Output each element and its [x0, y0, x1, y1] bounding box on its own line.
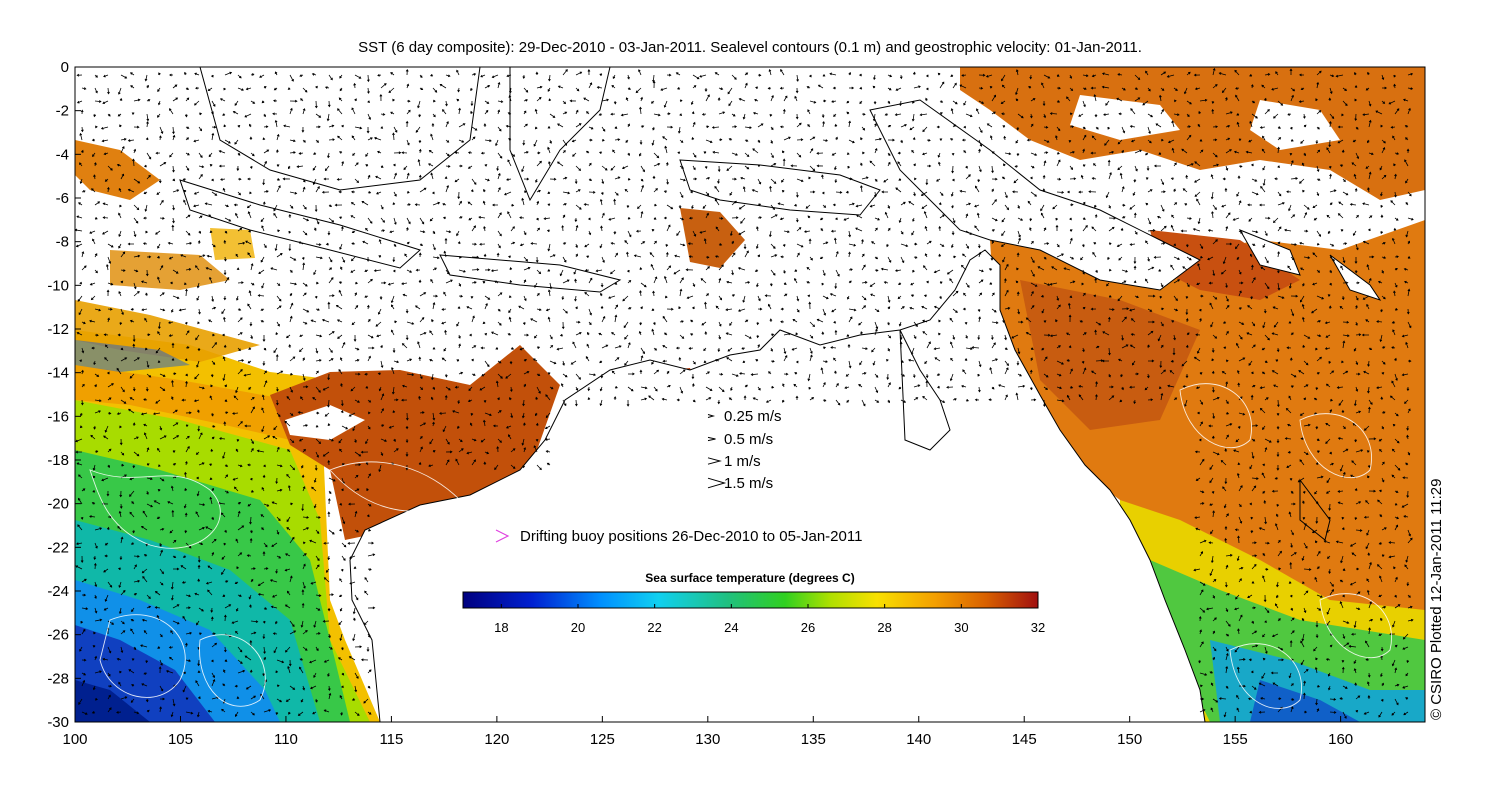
- colorbar-tick-label: 18: [494, 620, 508, 635]
- x-tick-label: 130: [695, 731, 720, 748]
- colorbar-ticks: 18 20 22 24 26 28 30 32: [494, 604, 1045, 635]
- land-borneo: [199, 67, 481, 191]
- velocity-legend-arrow-icon: [707, 457, 722, 465]
- x-tick-label: 140: [906, 731, 931, 748]
- velocity-legend: 0.25 m/s 0.5 m/s 1 m/s 1.5 m/s: [707, 408, 782, 492]
- buoy-legend-label: Drifting buoy positions 26-Dec-2010 to 0…: [520, 528, 862, 545]
- x-tick-label: 105: [168, 731, 193, 748]
- colorbar-tick-label: 22: [647, 620, 661, 635]
- colorbar-tick-label: 32: [1031, 620, 1045, 635]
- x-tick-label: 110: [274, 731, 298, 748]
- x-tick-label: 145: [1012, 731, 1037, 748]
- velocity-legend-arrow-icon: [707, 414, 716, 418]
- colorbar-tick-label: 26: [801, 620, 815, 635]
- colorbar-gradient: [462, 591, 1039, 609]
- y-tick-label: -12: [47, 321, 69, 338]
- colorbar-tick-label: 24: [724, 620, 738, 635]
- y-tick-label: -22: [47, 539, 69, 556]
- y-tick-label: -30: [47, 714, 69, 731]
- sst-region-arafura: [680, 208, 745, 268]
- velocity-legend-label: 0.25 m/s: [724, 408, 782, 425]
- land-java: [179, 179, 421, 269]
- y-tick-label: -6: [56, 190, 69, 207]
- x-tick-label: 155: [1223, 731, 1248, 748]
- velocity-legend-arrow-icon: [707, 477, 727, 489]
- x-tick-label: 135: [801, 731, 826, 748]
- y-tick-label: -4: [56, 146, 69, 163]
- y-tick-label: -8: [56, 234, 69, 251]
- colorbar-tick-label: 28: [877, 620, 891, 635]
- buoy-marker-icon: [495, 529, 510, 543]
- y-tick-label: -20: [47, 496, 69, 513]
- geostrophic-velocity-arrows: [75, 67, 1414, 719]
- colorbar-tick-label: 20: [571, 620, 585, 635]
- x-tick-label: 115: [379, 731, 403, 748]
- plot-frame: [74, 66, 1426, 723]
- land-sulawesi: [509, 67, 611, 202]
- colorbar-tick-label: 30: [954, 620, 968, 635]
- y-tick-label: -16: [47, 408, 69, 425]
- x-tick-label: 150: [1117, 731, 1142, 748]
- x-tick-label: 160: [1328, 731, 1353, 748]
- y-tick-label: -18: [47, 452, 69, 469]
- sealevel-contours: [89, 383, 1392, 709]
- velocity-legend-label: 1.5 m/s: [724, 475, 773, 492]
- velocity-legend-arrow-icon: [707, 436, 716, 442]
- map-title: SST (6 day composite): 29-Dec-2010 - 03-…: [358, 39, 1142, 56]
- velocity-legend-label: 0.5 m/s: [724, 431, 773, 448]
- y-tick-label: -14: [47, 365, 69, 382]
- sst-colorbar: Sea surface temperature (degrees C) 18 20…: [462, 571, 1045, 635]
- y-tick-label: -2: [56, 103, 69, 120]
- y-tick-label: -26: [47, 627, 69, 644]
- y-tick-label: -24: [47, 583, 69, 600]
- y-axis: 0 -2 -4 -6 -8 -10 -12 -14 -16 -18 -20 -22 -24 -26 -28 -…: [47, 59, 81, 731]
- x-axis: 100 105 110 115 120 125 130 135 140 145 150 155 160: [62, 716, 1353, 748]
- colorbar-title: Sea surface temperature (degrees C): [645, 571, 854, 585]
- y-tick-label: -28: [47, 670, 69, 687]
- credit-text: © CSIRO Plotted 12-Jan-2011 11:29: [1428, 479, 1445, 720]
- y-tick-label: -10: [47, 277, 69, 294]
- y-tick-label: 0: [61, 59, 69, 76]
- x-tick-label: 125: [590, 731, 615, 748]
- velocity-arrow-field: [75, 67, 1414, 719]
- buoy-legend: Drifting buoy positions 26-Dec-2010 to 0…: [495, 528, 862, 545]
- velocity-legend-label: 1 m/s: [724, 453, 761, 470]
- x-tick-label: 120: [484, 731, 509, 748]
- x-tick-label: 100: [62, 731, 87, 748]
